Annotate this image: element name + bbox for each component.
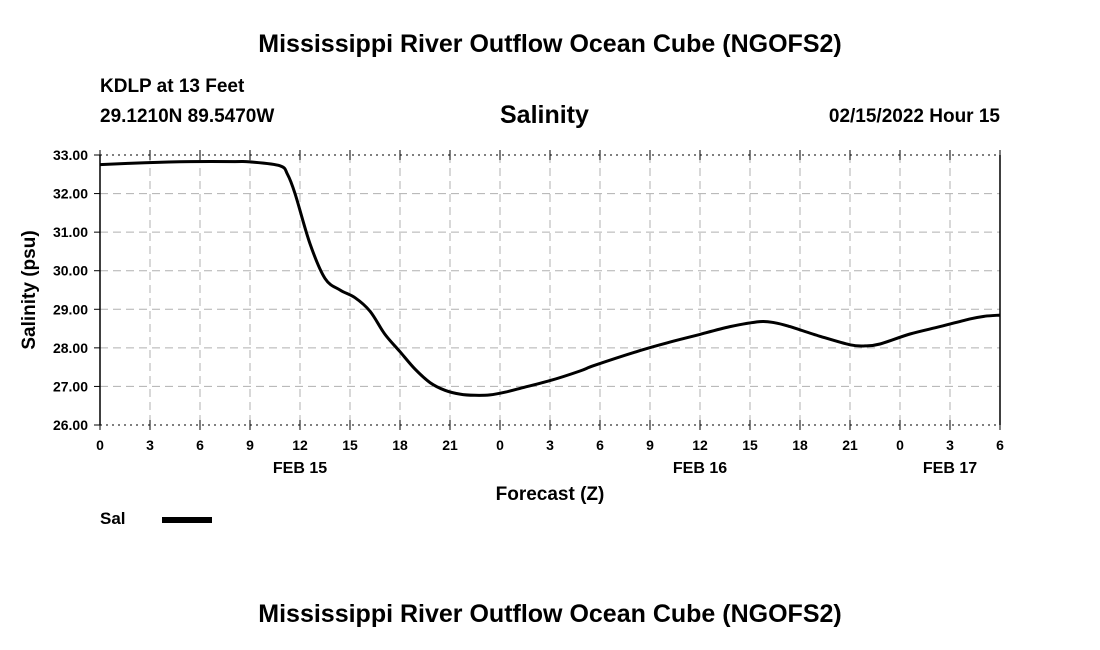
legend-line-swatch — [162, 517, 212, 523]
y-tick-label: 27.00 — [53, 378, 88, 394]
forecast-timestamp: 02/15/2022 Hour 15 — [828, 106, 1000, 127]
x-tick-label: 15 — [742, 437, 758, 453]
y-tick-label: 30.00 — [53, 263, 88, 279]
x-tick-label: 21 — [442, 437, 458, 453]
x-date-label: FEB 15 — [273, 460, 327, 477]
station-label: KDLP at 13 Feet — [100, 76, 245, 97]
station-coordinates: 29.1210N 89.5470W — [100, 106, 275, 127]
x-tick-label: 9 — [646, 437, 654, 453]
y-tick-label: 26.00 — [53, 417, 88, 433]
y-tick-label: 29.00 — [53, 301, 88, 317]
x-tick-label: 0 — [96, 437, 104, 453]
x-tick-label: 12 — [692, 437, 708, 453]
salinity-series-line — [99, 159, 1001, 397]
x-tick-label: 0 — [496, 437, 504, 453]
chart-title: Salinity — [500, 101, 589, 129]
legend-label: Sal — [100, 509, 126, 528]
page-title-bottom: Mississippi River Outflow Ocean Cube (NG… — [258, 600, 842, 628]
x-tick-label: 3 — [146, 437, 154, 453]
x-tick-label: 18 — [792, 437, 808, 453]
y-tick-label: 32.00 — [53, 186, 88, 202]
x-tick-label: 21 — [842, 437, 858, 453]
x-axis-label: Forecast (Z) — [496, 484, 605, 505]
x-tick-label: 3 — [946, 437, 954, 453]
x-tick-label: 3 — [546, 437, 554, 453]
x-date-label: FEB 17 — [923, 460, 977, 477]
y-tick-label: 31.00 — [53, 224, 88, 240]
x-tick-label: 9 — [246, 437, 254, 453]
x-tick-label: 15 — [342, 437, 358, 453]
x-tick-label: 6 — [596, 437, 604, 453]
page-title: Mississippi River Outflow Ocean Cube (NG… — [258, 30, 842, 58]
x-tick-label: 6 — [996, 437, 1004, 453]
x-tick-label: 18 — [392, 437, 408, 453]
y-axis-label: Salinity (psu) — [19, 230, 40, 349]
y-tick-label: 28.00 — [53, 340, 88, 356]
y-tick-label: 33.00 — [53, 147, 88, 163]
x-tick-label: 0 — [896, 437, 904, 453]
x-tick-label: 12 — [292, 437, 308, 453]
x-tick-label: 6 — [196, 437, 204, 453]
x-date-label: FEB 16 — [673, 460, 727, 477]
